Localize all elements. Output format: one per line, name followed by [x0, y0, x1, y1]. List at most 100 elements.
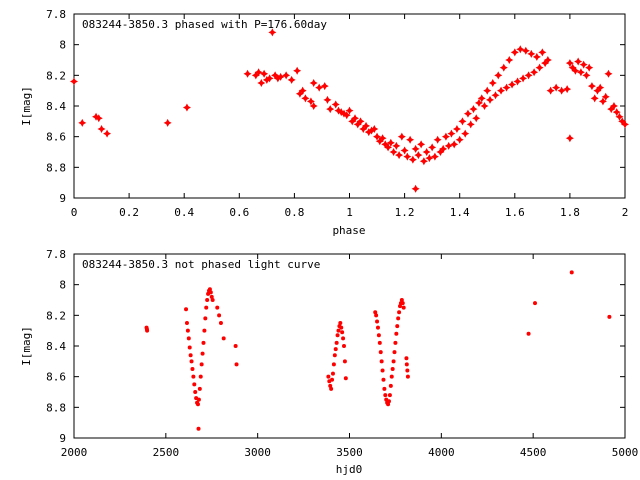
- phased-data-point: [563, 85, 572, 94]
- unphased-data-point: [201, 340, 206, 345]
- phased-data-point: [309, 79, 318, 87]
- unphased-data-point: [378, 350, 383, 355]
- phased-x-tick-label: 0: [71, 206, 78, 219]
- phased-data-point: [373, 132, 382, 141]
- unphased-x-tick-label: 3500: [336, 446, 363, 459]
- phased-data-point: [521, 46, 530, 55]
- phased-data-point: [463, 109, 472, 118]
- phased-data-point: [486, 95, 494, 104]
- phased-data-point: [406, 135, 415, 144]
- unphased-data-point: [376, 333, 381, 338]
- unphased-data-point: [526, 331, 531, 336]
- unphased-data-point: [390, 367, 395, 371]
- unphased-data-point: [195, 402, 200, 407]
- unphased-data-point: [234, 362, 239, 367]
- unphased-data-point: [398, 304, 403, 309]
- unphased-data-point: [386, 402, 391, 407]
- unphased-data-point: [338, 321, 343, 325]
- phased-x-tick-label: 1.4: [450, 206, 470, 219]
- phased-data-point: [447, 129, 456, 138]
- phased-data-point: [491, 91, 500, 100]
- phased-data-point: [552, 83, 561, 92]
- unphased-data-point: [394, 331, 399, 336]
- phased-data-point: [282, 71, 291, 80]
- unphased-y-tick-label: 7.8: [46, 248, 66, 261]
- unphased-y-tick-label: 9: [59, 432, 66, 445]
- phased-data-point: [590, 94, 599, 103]
- phased-data-point: [364, 128, 373, 137]
- unphased-y-tick-label: 8: [59, 279, 66, 292]
- phased-data-point: [450, 140, 459, 149]
- unphased-data-point: [380, 368, 385, 373]
- unphased-data-point: [400, 301, 405, 306]
- unphased-y-tick-label: 8.4: [46, 340, 66, 353]
- unphased-data-point: [192, 382, 197, 387]
- phased-data-point: [477, 94, 486, 103]
- unphased-data-point: [383, 393, 388, 398]
- phased-data-point: [94, 114, 103, 123]
- unphased-data-point: [184, 307, 189, 312]
- phased-y-tick-label: 8.8: [46, 161, 66, 174]
- phased-x-tick-label: 0.4: [174, 206, 194, 219]
- unphased-data-point: [218, 321, 223, 325]
- phased-data-point: [375, 137, 384, 146]
- unphased-data-point: [381, 377, 386, 382]
- phased-y-axis-label: I[mag]: [20, 86, 33, 126]
- unphased-data-point: [196, 426, 201, 431]
- phased-data-point: [571, 66, 580, 75]
- unphased-plot-frame: [73, 253, 626, 439]
- phased-y-tick-label: 8.6: [46, 131, 66, 144]
- phased-data-point: [422, 148, 431, 156]
- phased-x-tick-label: 0.6: [229, 206, 249, 219]
- phased-data-point: [508, 80, 517, 89]
- phased-data-point: [458, 117, 467, 126]
- phased-data-point: [530, 68, 539, 77]
- unphased-data-point: [395, 324, 400, 329]
- unphased-x-tick-label: 2500: [153, 446, 180, 459]
- unphased-data-point: [207, 287, 212, 292]
- phased-data-point: [474, 98, 483, 107]
- phased-data-point: [615, 112, 624, 121]
- phased-data-point: [461, 129, 470, 138]
- unphased-data-point: [607, 314, 612, 319]
- phased-data-point: [70, 77, 78, 86]
- unphased-data-point: [405, 374, 410, 379]
- unphased-data-point: [375, 319, 380, 324]
- phased-data-point: [182, 103, 191, 112]
- unphased-data-point: [569, 270, 574, 275]
- phased-data-point: [538, 48, 547, 57]
- unphased-data-point: [209, 294, 214, 299]
- phased-data-point: [251, 71, 260, 80]
- unphased-data-point: [329, 386, 334, 391]
- unphased-data-point: [387, 393, 392, 398]
- phased-data-point: [326, 105, 335, 114]
- unphased-data-point: [405, 368, 410, 373]
- phased-data-point: [411, 184, 420, 193]
- phased-data-point: [469, 105, 478, 114]
- phased-data-point: [516, 45, 525, 54]
- phased-data-point: [257, 79, 266, 87]
- phased-x-tick-label: 0.2: [119, 206, 139, 219]
- unphased-data-point: [330, 371, 335, 376]
- unphased-data-point: [379, 359, 384, 364]
- phased-data-point: [497, 86, 506, 95]
- unphased-data-point: [331, 362, 336, 367]
- unphased-data-point: [215, 305, 220, 310]
- phased-data-point: [397, 132, 406, 141]
- phased-x-axis-label: phase: [332, 224, 365, 237]
- phased-data-point: [78, 118, 87, 127]
- unphased-data-point: [404, 356, 409, 361]
- unphased-data-point: [202, 328, 207, 333]
- phased-data-point: [342, 111, 351, 120]
- phased-x-tick-label: 2: [622, 206, 629, 219]
- phased-data-point: [254, 68, 263, 77]
- phased-data-point: [587, 82, 596, 91]
- phased-data-point: [298, 86, 307, 95]
- phased-x-tick-label: 0.8: [284, 206, 304, 219]
- phased-data-point: [494, 71, 503, 80]
- phased-data-point: [455, 135, 464, 144]
- unphased-data-point: [333, 347, 338, 352]
- phased-data-point: [598, 97, 607, 106]
- phased-data-point: [293, 66, 302, 75]
- phased-data-point: [543, 56, 552, 64]
